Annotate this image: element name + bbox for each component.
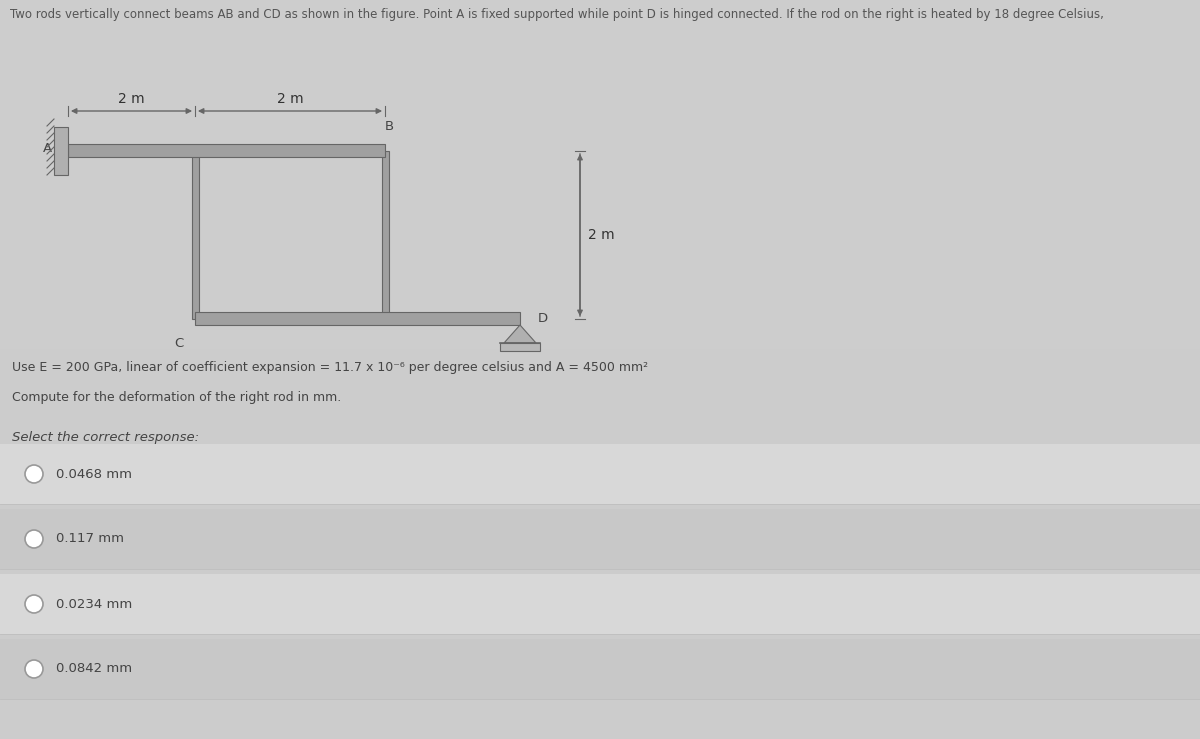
Text: Use E = 200 GPa, linear of coefficient expansion = 11.7 x 10⁻⁶ per degree celsiu: Use E = 200 GPa, linear of coefficient e… <box>12 361 648 374</box>
Polygon shape <box>504 325 536 343</box>
Bar <box>382 151 389 319</box>
Text: 0.117 mm: 0.117 mm <box>56 533 124 545</box>
Circle shape <box>25 530 43 548</box>
Text: Two rods vertically connect beams AB and CD as shown in the figure. Point A is f: Two rods vertically connect beams AB and… <box>10 8 1104 21</box>
Bar <box>194 312 520 325</box>
Text: 2 m: 2 m <box>118 92 145 106</box>
Text: 2 m: 2 m <box>277 92 304 106</box>
Text: Select the correct response:: Select the correct response: <box>12 431 199 444</box>
Bar <box>500 343 540 351</box>
Text: 0.0468 mm: 0.0468 mm <box>56 468 132 480</box>
Bar <box>54 127 68 175</box>
Text: C: C <box>174 337 184 350</box>
Bar <box>0 444 1200 504</box>
Bar <box>0 509 1200 569</box>
Bar <box>0 349 1200 739</box>
Bar <box>68 144 385 157</box>
Text: D: D <box>538 313 548 325</box>
Text: 0.0234 mm: 0.0234 mm <box>56 598 132 610</box>
Circle shape <box>25 465 43 483</box>
Bar <box>0 574 1200 634</box>
Circle shape <box>25 660 43 678</box>
Text: 0.0842 mm: 0.0842 mm <box>56 662 132 675</box>
Bar <box>192 151 199 319</box>
Text: Compute for the deformation of the right rod in mm.: Compute for the deformation of the right… <box>12 391 341 404</box>
Text: A: A <box>43 143 52 155</box>
Text: 2 m: 2 m <box>588 228 614 242</box>
Bar <box>0 639 1200 699</box>
Circle shape <box>25 595 43 613</box>
Text: B: B <box>384 120 394 133</box>
